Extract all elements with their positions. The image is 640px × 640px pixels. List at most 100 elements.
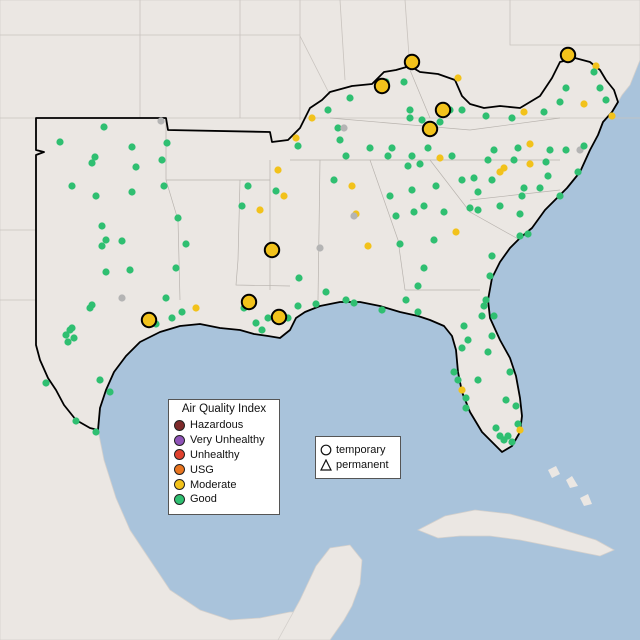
- monitor-marker: [506, 368, 514, 376]
- monitor-marker: [406, 114, 414, 122]
- monitor-marker: [316, 244, 324, 252]
- monitor-marker: [508, 114, 516, 122]
- temporary-monitor-marker: [403, 53, 421, 71]
- monitor-marker: [106, 388, 114, 396]
- monitor-marker: [474, 376, 482, 384]
- monitor-markers: [42, 46, 616, 446]
- monitor-marker: [364, 242, 372, 250]
- temporary-monitor-marker: [270, 308, 288, 326]
- monitor-marker: [516, 210, 524, 218]
- monitor-marker: [118, 294, 126, 302]
- monitor-marker: [488, 252, 496, 260]
- monitor-marker: [98, 222, 106, 230]
- monitor-marker: [128, 188, 136, 196]
- monitor-marker: [238, 202, 246, 210]
- monitor-marker: [420, 202, 428, 210]
- monitor-marker: [386, 192, 394, 200]
- monitor-marker: [324, 106, 332, 114]
- monitor-marker: [416, 160, 424, 168]
- monitor-marker: [580, 100, 588, 108]
- monitor-marker: [178, 308, 186, 316]
- monitor-marker: [516, 426, 524, 434]
- monitor-marker: [264, 314, 272, 322]
- region-border: [35, 57, 619, 453]
- monitor-marker: [458, 176, 466, 184]
- monitor-marker: [432, 182, 440, 190]
- monitor-marker: [454, 74, 462, 82]
- monitor-marker: [102, 236, 110, 244]
- monitor-marker: [86, 304, 94, 312]
- monitor-marker: [458, 106, 466, 114]
- monitor-marker: [546, 146, 554, 154]
- monitor-marker: [452, 228, 460, 236]
- monitor-marker: [580, 142, 588, 150]
- monitor-marker: [406, 106, 414, 114]
- monitor-marker: [88, 159, 96, 167]
- monitor-marker: [192, 304, 200, 312]
- temporary-monitor-marker: [559, 46, 577, 64]
- land-cuba: [417, 509, 615, 557]
- usg-swatch-icon: [174, 464, 185, 476]
- monitor-marker: [484, 348, 492, 356]
- monitor-marker: [350, 299, 358, 307]
- monitor-marker: [68, 324, 76, 332]
- monitor-marker: [322, 288, 330, 296]
- monitor-marker: [608, 112, 616, 120]
- monitor-marker: [162, 294, 170, 302]
- monitor-marker: [172, 264, 180, 272]
- monitor-marker: [388, 144, 396, 152]
- monitor-marker: [448, 152, 456, 160]
- monitor-marker: [596, 84, 604, 92]
- monitor-marker: [562, 84, 570, 92]
- unhealthy-swatch-icon: [174, 449, 185, 461]
- monitor-marker: [474, 206, 482, 214]
- monitor-marker: [482, 112, 490, 120]
- monitor-marker: [510, 156, 518, 164]
- monitor-marker: [458, 344, 466, 352]
- monitor-marker: [512, 402, 520, 410]
- monitor-marker: [100, 123, 108, 131]
- monitor-marker: [526, 140, 534, 148]
- monitor-marker: [340, 124, 348, 132]
- legend-item-hazardous: Hazardous: [169, 418, 279, 433]
- monitor-marker: [486, 272, 494, 280]
- monitor-marker: [450, 368, 458, 376]
- legend-item-unhealthy: Unhealthy: [169, 448, 279, 463]
- state-boundaries: [0, 0, 640, 301]
- monitor-marker: [590, 68, 598, 76]
- monitor-marker: [96, 376, 104, 384]
- monitor-marker: [392, 212, 400, 220]
- monitor-marker: [536, 184, 544, 192]
- monitor-marker: [158, 156, 166, 164]
- monitor-marker: [294, 302, 302, 310]
- monitor-marker: [516, 232, 524, 240]
- monitor-marker: [488, 332, 496, 340]
- monitor-marker: [514, 420, 522, 428]
- monitor-marker: [132, 163, 140, 171]
- monitor-marker: [524, 230, 532, 238]
- temporary-monitor-marker: [434, 101, 452, 119]
- monitor-marker: [556, 98, 564, 106]
- monitor-marker: [482, 296, 490, 304]
- monitor-marker: [91, 153, 99, 161]
- monitor-marker: [62, 331, 70, 339]
- monitor-marker: [418, 116, 426, 124]
- circle-icon: [320, 444, 332, 455]
- legend-label: Very Unhealthy: [190, 434, 265, 447]
- temporary-monitor-marker: [240, 293, 258, 311]
- land-bahamas: [548, 466, 592, 506]
- legend-label: Moderate: [190, 478, 237, 491]
- monitor-marker: [70, 334, 78, 342]
- monitor-marker: [128, 143, 136, 151]
- monitor-marker: [56, 138, 64, 146]
- monitor-marker: [330, 176, 338, 184]
- monitor-marker: [92, 428, 100, 436]
- monitor-marker: [502, 396, 510, 404]
- monitor-marker: [163, 139, 171, 147]
- temporary-monitor-marker: [373, 77, 391, 95]
- monitor-marker: [500, 164, 508, 172]
- monitor-marker: [454, 376, 462, 384]
- legend-label: Hazardous: [190, 419, 244, 432]
- monitor-marker: [258, 326, 266, 334]
- monitor-marker: [496, 432, 504, 440]
